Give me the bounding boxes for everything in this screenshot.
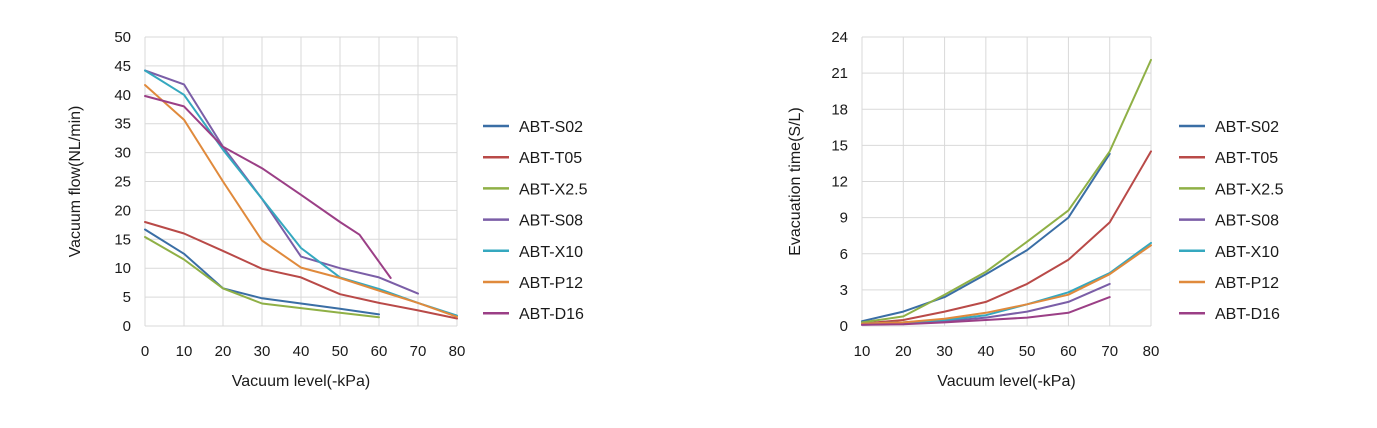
y-tick-label: 20: [114, 202, 131, 219]
y-tick-label: 50: [114, 29, 131, 46]
series-line-abt-t05: [144, 221, 458, 320]
x-tick-label: 70: [1101, 343, 1118, 360]
legend-label-abt-d16: ABT-D16: [1215, 306, 1280, 323]
y-tick-label: 15: [114, 231, 131, 248]
y-tick-label: 5: [123, 289, 131, 306]
y-tick-label: 40: [114, 87, 131, 104]
y-tick-label: 12: [831, 174, 848, 191]
x-tick-label: 30: [936, 343, 953, 360]
y-axis-title: Evacuation time(S/L): [787, 107, 804, 256]
x-tick-label: 80: [449, 343, 466, 360]
series-line-abt-s08: [144, 69, 419, 295]
legend-label-abt-t05: ABT-T05: [519, 150, 582, 167]
legend-label-abt-s08: ABT-S08: [1215, 213, 1279, 230]
series-line-abt-d16: [144, 95, 392, 279]
legend-label-abt-p12: ABT-P12: [519, 275, 583, 292]
series-line-abt-s02: [144, 228, 380, 316]
y-tick-label: 25: [114, 174, 131, 191]
y-tick-label: 9: [840, 210, 848, 227]
grid: [144, 36, 458, 327]
y-tick-label: 6: [840, 246, 848, 263]
series-line-abt-t05: [861, 150, 1152, 325]
x-tick-label: 20: [215, 343, 232, 360]
legend-label-abt-t05: ABT-T05: [1215, 150, 1278, 167]
x-tick-label: 50: [332, 343, 349, 360]
y-tick-label: 24: [831, 29, 848, 46]
legend-label-abt-d16: ABT-D16: [519, 306, 584, 323]
x-tick-label: 50: [1019, 343, 1036, 360]
legend-label-abt-p12: ABT-P12: [1215, 275, 1279, 292]
series-line-abt-x2-5: [144, 236, 380, 319]
y-tick-label: 18: [831, 101, 848, 118]
vacuum-flow-chart: 0 10 20 30 40 50 60 70 80 0 5 10 15 20 25 30 35 40 45 50 Vac…: [67, 29, 588, 390]
y-tick-label: 45: [114, 58, 131, 75]
legend: ABT-S02 ABT-T05 ABT-X2.5 ABT-S08 ABT-X10 ABT-…: [1179, 119, 1284, 323]
y-tick-label: 10: [114, 260, 131, 277]
y-axis-title: Vacuum flow(NL/min): [67, 106, 84, 258]
y-tick-label: 30: [114, 145, 131, 162]
y-tick-label: 21: [831, 65, 848, 82]
legend-label-abt-x2-5: ABT-X2.5: [1215, 181, 1284, 198]
legend-label-abt-s08: ABT-S08: [519, 213, 583, 230]
series-line-abt-d16: [861, 296, 1111, 326]
y-tick-label: 3: [840, 282, 848, 299]
x-tick-label: 20: [895, 343, 912, 360]
x-tick-label: 0: [141, 343, 149, 360]
x-axis-title: Vacuum level(-kPa): [232, 373, 370, 390]
legend-label-abt-x10: ABT-X10: [519, 244, 583, 261]
legend: ABT-S02 ABT-T05 ABT-X2.5 ABT-S08 ABT-X10 ABT-…: [483, 119, 588, 323]
y-tick-label: 15: [831, 137, 848, 154]
x-tick-label: 30: [254, 343, 271, 360]
x-tick-label: 70: [410, 343, 427, 360]
x-axis-title: Vacuum level(-kPa): [937, 373, 1075, 390]
legend-label-abt-x10: ABT-X10: [1215, 244, 1279, 261]
y-tick-label: 0: [840, 318, 848, 335]
series-line-abt-x2-5: [861, 58, 1152, 324]
grid: [861, 36, 1152, 327]
series-line-abt-p12: [144, 84, 458, 318]
series-line-abt-s02: [861, 152, 1111, 323]
x-tick-label: 40: [293, 343, 310, 360]
x-tick-label: 60: [371, 343, 388, 360]
x-tick-label: 60: [1060, 343, 1077, 360]
x-tick-label: 40: [978, 343, 995, 360]
y-tick-label: 35: [114, 116, 131, 133]
legend-label-abt-s02: ABT-S02: [519, 119, 583, 136]
series-line-abt-p12: [861, 244, 1152, 325]
legend-label-abt-x2-5: ABT-X2.5: [519, 181, 588, 198]
legend-label-abt-s02: ABT-S02: [1215, 119, 1279, 136]
evacuation-time-chart: 10 20 30 40 50 60 70 80 0 3 6 9 12 15 18 21 24 Vacuum lev…: [787, 29, 1284, 390]
x-tick-label: 10: [176, 343, 193, 360]
x-tick-label: 10: [854, 343, 871, 360]
y-tick-label: 0: [123, 318, 131, 335]
x-tick-label: 80: [1143, 343, 1160, 360]
